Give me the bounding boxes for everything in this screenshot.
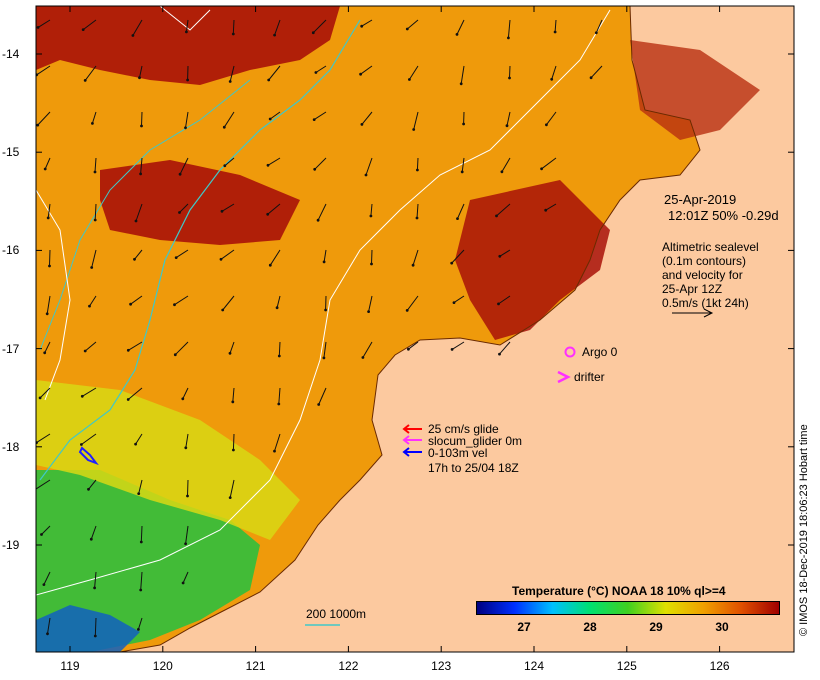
glide-label-2: slocum_glider 0m: [428, 434, 523, 448]
time-label: 12:01Z 50% -0.29d: [668, 208, 779, 223]
colorbar-tick-label: 27: [517, 620, 531, 634]
altimetric-line-2: (0.1m contours): [662, 254, 747, 268]
isobath-200m: [39, 19, 361, 481]
glide-legend-arrows: [402, 424, 422, 457]
y-tick-label: -14: [2, 47, 20, 61]
warm-patch-gulf: [455, 180, 610, 340]
altimetric-line-3: and velocity for: [662, 268, 743, 282]
plot-frame: [35, 5, 795, 653]
x-tick-label: 124: [523, 659, 545, 673]
colorbar-tick-label: 29: [649, 620, 663, 634]
axis-tick-marks: [36, 6, 794, 652]
drifter-marker: [557, 370, 571, 384]
drifter-label: drifter: [574, 370, 605, 384]
colorbar: [476, 601, 780, 615]
sealevel-contour-2: [36, 189, 71, 401]
velocity-scale-arrow: [672, 308, 714, 318]
glide-label-3: 0-103m vel: [428, 446, 488, 460]
x-tick-label: 122: [338, 659, 359, 673]
colorbar-tick-label: 28: [583, 620, 597, 634]
y-tick-label: -15: [2, 145, 20, 160]
argo-marker: [564, 346, 576, 358]
copyright-label: © IMOS 18-Dec-2019 18:06:23 Hobart time: [798, 424, 810, 636]
yellow-patch-southwest: [36, 380, 300, 540]
date-label: 25-Apr-2019: [664, 192, 737, 207]
colorbar-tick-label: 30: [715, 620, 729, 634]
glide-label-1: 25 cm/s glide: [428, 422, 499, 436]
x-tick-label: 120: [152, 659, 173, 673]
y-tick-label: -17: [2, 341, 20, 356]
isobath-scale-label: 200 1000m: [306, 607, 367, 621]
isobath-1000m: [39, 79, 251, 351]
glider-track: [78, 446, 99, 466]
y-tick-label: -19: [2, 538, 20, 552]
x-tick-label: 123: [431, 659, 452, 673]
altimetric-line-4: 25-Apr 12Z: [662, 282, 723, 296]
y-tick-label: -16: [2, 243, 20, 258]
sealevel-contour-1: [36, 9, 611, 596]
coastal-blue: [36, 605, 140, 652]
cool-patch-southwest: [36, 470, 260, 652]
x-tick-label: 119: [60, 659, 80, 673]
warm-patch-north: [36, 6, 340, 85]
x-tick-label: 126: [709, 659, 730, 673]
x-tick-label: 121: [245, 659, 266, 673]
argo-label: Argo 0: [582, 345, 618, 359]
warm-patch-mid: [100, 160, 300, 245]
altimetric-line-5: 0.5m/s (1kt 24h): [662, 296, 749, 310]
sealevel-contour-3: [159, 6, 211, 31]
glide-label-4: 17h to 25/04 18Z: [428, 461, 519, 475]
velocity-arrows: [36, 19, 603, 638]
y-tick-label: -18: [2, 439, 20, 454]
colorbar-title: Temperature (°C) NOAA 18 10% ql>=4: [512, 584, 726, 598]
x-tick-label: 125: [616, 659, 637, 673]
altimetric-line-1: Altimetric sealevel: [662, 240, 759, 254]
warm-patch-east: [630, 40, 760, 140]
coastline: [119, 6, 701, 652]
